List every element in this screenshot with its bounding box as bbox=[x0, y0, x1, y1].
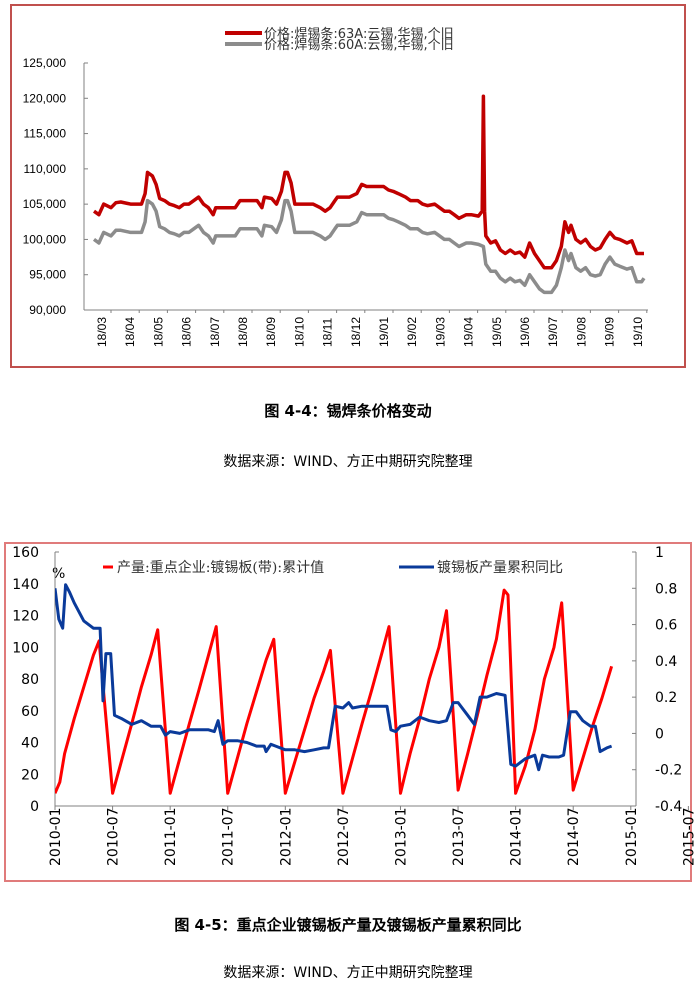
y-left-tick-label: 160 bbox=[12, 545, 39, 561]
price-chart-x-axis: 18/03 18/04 18/05 18/06 18/07 18/08 18/09 18/10… bbox=[84, 309, 648, 347]
x-tick-label: 19/03 bbox=[433, 317, 447, 347]
y-right-tick-label: 0.2 bbox=[655, 690, 677, 706]
x-tick-label: 2011-01 bbox=[163, 808, 179, 867]
x-tick-label: 19/09 bbox=[603, 317, 617, 347]
figure-caption-4-5: 图 4-5：重点企业镀锡板产量及镀锡板产量累积同比 bbox=[174, 916, 522, 934]
x-tick-label: 19/07 bbox=[546, 317, 560, 347]
tinplate-chart-legend: 产量:重点企业:镀锡板(带):累计值 镀锡板产量累积同比% bbox=[52, 559, 563, 582]
x-tick-label: 18/12 bbox=[349, 317, 363, 347]
figure-source-4-4: 数据来源：WIND、方正中期研究院整理 bbox=[223, 454, 473, 470]
x-tick-label: 2010-07 bbox=[106, 808, 122, 867]
x-tick-label: 19/05 bbox=[490, 317, 504, 347]
x-tick-label: 18/07 bbox=[208, 317, 222, 347]
y-right-tick-label: 0.8 bbox=[655, 581, 677, 597]
price-chart-frame bbox=[10, 4, 686, 368]
series-line bbox=[92, 94, 644, 270]
x-tick-label: 2014-07 bbox=[566, 808, 582, 867]
y-right-tick-label: 0.4 bbox=[655, 654, 677, 670]
x-tick-label: 2011-07 bbox=[221, 808, 237, 867]
y-left-tick-label: 80 bbox=[21, 672, 39, 688]
x-tick-label: 2015-07 bbox=[681, 808, 696, 867]
x-tick-label: 2013-07 bbox=[451, 808, 467, 867]
y-tick-label: 95,000 bbox=[29, 268, 66, 282]
legend-label: 镀锡板产量累积同比 bbox=[437, 559, 563, 576]
figure-caption-4-4: 图 4-4：锡焊条价格变动 bbox=[264, 402, 432, 420]
y-tick-label: 105,000 bbox=[23, 197, 67, 211]
figure-source-4-5: 数据来源：WIND、方正中期研究院整理 bbox=[223, 965, 473, 981]
series-line bbox=[55, 588, 614, 795]
x-tick-label: 18/09 bbox=[264, 317, 278, 347]
y-left-tick-label: 120 bbox=[12, 609, 39, 625]
y-tick-label: 115,000 bbox=[24, 127, 67, 141]
x-tick-label: 19/02 bbox=[405, 317, 419, 347]
y-right-tick-label: 0.6 bbox=[655, 618, 677, 634]
series-line bbox=[55, 583, 613, 772]
x-tick-label: 2010-01 bbox=[48, 808, 64, 867]
tinplate-chart-right-y-axis: 1 0.8 0.6 0.4 0.2 0 -0.2 -0.4 bbox=[632, 545, 682, 815]
y-left-tick-label: 0 bbox=[30, 799, 39, 815]
price-chart-y-axis: 125,000 120,000 115,000 110,000 105,000 100,0… bbox=[23, 56, 88, 317]
unit-label: % bbox=[52, 566, 65, 582]
x-tick-label: 19/10 bbox=[631, 317, 645, 347]
y-tick-label: 90,000 bbox=[29, 303, 66, 317]
x-tick-label: 19/08 bbox=[574, 317, 588, 347]
y-left-tick-label: 20 bbox=[21, 767, 39, 783]
tinplate-chart-plot-area bbox=[55, 583, 614, 795]
x-tick-label: 19/06 bbox=[518, 317, 532, 347]
x-tick-label: 2015-01 bbox=[624, 808, 640, 867]
y-tick-label: 110,000 bbox=[24, 162, 67, 176]
y-left-tick-label: 100 bbox=[12, 640, 39, 656]
x-tick-label: 18/10 bbox=[292, 317, 306, 347]
legend-label: 价格:焊锡条:60A:云锡,华锡,个旧 bbox=[264, 37, 454, 53]
y-right-tick-label: -0.2 bbox=[655, 763, 682, 779]
x-tick-label: 18/08 bbox=[236, 317, 250, 347]
y-left-tick-label: 60 bbox=[21, 704, 39, 720]
tinplate-chart-x-axis: 2010-01 2010-07 2011-01 2011-07 2012-01 2012-… bbox=[48, 805, 696, 867]
y-left-tick-label: 140 bbox=[12, 577, 39, 593]
x-tick-label: 18/11 bbox=[321, 318, 335, 347]
tinplate-chart-left-y-axis: 160 140 120 100 80 60 40 20 0 bbox=[12, 545, 59, 815]
x-tick-label: 18/03 bbox=[95, 317, 109, 347]
x-tick-label: 18/04 bbox=[123, 317, 137, 347]
y-tick-label: 100,000 bbox=[23, 232, 67, 246]
x-tick-label: 2014-01 bbox=[509, 808, 525, 867]
y-right-tick-label: 1 bbox=[655, 545, 664, 561]
x-tick-label: 18/05 bbox=[151, 317, 165, 347]
legend-label: 产量:重点企业:镀锡板(带):累计值 bbox=[117, 559, 324, 576]
y-left-tick-label: 40 bbox=[21, 736, 39, 752]
x-tick-label: 18/06 bbox=[180, 317, 194, 347]
x-tick-label: 19/01 bbox=[377, 317, 391, 347]
x-tick-label: 2013-01 bbox=[393, 808, 409, 867]
price-chart-plot-area bbox=[92, 94, 646, 295]
y-right-tick-label: 0 bbox=[655, 726, 664, 742]
x-tick-label: 2012-07 bbox=[336, 808, 352, 867]
y-tick-label: 125,000 bbox=[23, 56, 67, 70]
legend-label: 价格:焊锡条:63A:云锡,华锡,个旧 bbox=[264, 26, 454, 42]
series-line bbox=[92, 198, 646, 295]
y-right-tick-label: -0.4 bbox=[655, 799, 682, 815]
x-tick-label: 2012-01 bbox=[278, 808, 294, 867]
y-tick-label: 120,000 bbox=[23, 91, 67, 105]
x-tick-label: 19/04 bbox=[462, 317, 476, 347]
